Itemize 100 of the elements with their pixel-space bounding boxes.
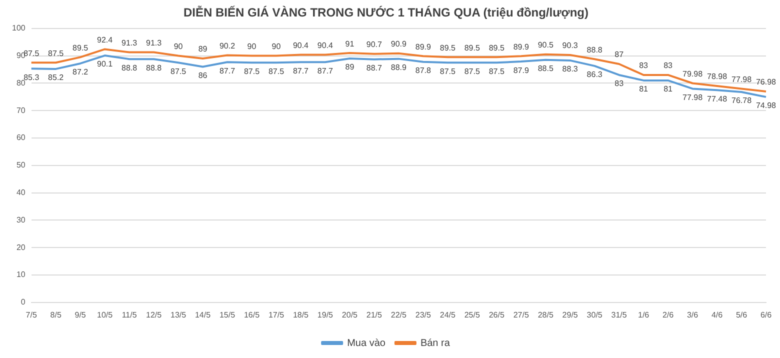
- data-label: 88.8: [586, 45, 603, 54]
- legend-label: Bán ra: [420, 338, 450, 349]
- data-label: 89: [198, 44, 208, 54]
- data-label: 87.5: [440, 66, 456, 76]
- data-label: 87.7: [292, 66, 310, 76]
- data-label: 79.98: [682, 69, 704, 78]
- x-tick-label: 30/5: [586, 310, 603, 320]
- data-label: 77.98: [682, 92, 704, 102]
- data-label: 89.5: [464, 43, 480, 52]
- legend-label: Mua vào: [347, 338, 386, 349]
- data-label: 90.2: [219, 41, 236, 50]
- data-label: 89.5: [72, 43, 89, 52]
- data-label: 87.5: [48, 48, 64, 58]
- y-tick-label: 60: [16, 133, 26, 142]
- data-label: 90.4: [292, 40, 310, 50]
- data-label: 87.8: [415, 66, 432, 76]
- x-tick-label: 2/6: [662, 310, 674, 320]
- y-tick-label: 40: [16, 188, 26, 198]
- data-label: 76.78: [731, 96, 752, 106]
- x-tick-label: 8/5: [50, 310, 62, 320]
- x-tick-label: 5/6: [736, 310, 748, 320]
- x-tick-label: 18/5: [292, 310, 310, 320]
- y-tick-label: 20: [16, 242, 26, 252]
- data-label: 87.5: [268, 66, 285, 76]
- x-tick-label: 28/5: [538, 310, 554, 320]
- y-tick-label: 0: [20, 298, 26, 307]
- x-tick-label: 27/5: [513, 310, 530, 320]
- data-label: 87.9: [513, 66, 530, 75]
- data-label: 85.3: [24, 72, 40, 82]
- data-label: 90.5: [538, 40, 554, 50]
- x-tick-label: 21/5: [366, 310, 383, 320]
- data-label: 77.48: [707, 94, 728, 104]
- data-label: 88.3: [562, 64, 578, 74]
- data-label: 88.8: [146, 63, 162, 72]
- data-label: 91.3: [146, 38, 162, 48]
- data-label: 87.5: [488, 66, 505, 76]
- y-tick-label: 100: [12, 24, 26, 33]
- x-tick-label: 4/6: [711, 310, 724, 320]
- data-label: 87.7: [219, 66, 236, 76]
- x-tick-label: 24/5: [440, 310, 456, 320]
- data-label: 87.5: [464, 66, 480, 76]
- data-label: 87.5: [244, 66, 260, 76]
- data-label: 87.2: [72, 68, 89, 77]
- x-tick-label: 29/5: [562, 310, 578, 320]
- data-label: 90.1: [97, 60, 114, 69]
- x-tick-label: 19/5: [317, 310, 334, 320]
- data-label: 92.4: [97, 35, 114, 44]
- data-label: 81: [639, 84, 649, 94]
- data-label: 88.9: [390, 63, 408, 72]
- data-label: 78.98: [707, 72, 728, 82]
- data-label: 76.98: [756, 78, 777, 87]
- x-tick-label: 12/5: [146, 310, 162, 320]
- chart-title: DIỄN BIẾN GIÁ VÀNG TRONG NƯỚC 1 THÁNG QUA (triệu đồng/lượng): [184, 6, 588, 20]
- x-tick-label: 22/5: [390, 310, 408, 320]
- data-label: 87.7: [317, 66, 334, 76]
- x-tick-label: 15/5: [219, 310, 236, 320]
- data-label: 88.7: [366, 64, 383, 73]
- y-tick-label: 10: [16, 270, 26, 280]
- data-label: 74.98: [756, 101, 777, 110]
- x-tick-label: 25/5: [464, 310, 480, 320]
- y-tick-label: 70: [16, 106, 26, 115]
- x-tick-label: 11/5: [122, 310, 138, 320]
- y-tick-label: 90: [16, 51, 26, 60]
- x-tick-label: 16/5: [244, 310, 260, 320]
- x-tick-label: 26/5: [488, 310, 505, 320]
- data-label: 87: [614, 50, 624, 60]
- data-label: 90: [272, 42, 282, 52]
- x-tick-label: 3/6: [686, 310, 699, 320]
- x-tick-label: 31/5: [611, 310, 628, 320]
- data-label: 89.5: [488, 43, 505, 52]
- x-tick-label: 1/6: [638, 310, 650, 320]
- data-label: 91: [345, 39, 355, 48]
- data-label: 89.5: [440, 43, 456, 52]
- x-tick-label: 20/5: [342, 310, 358, 320]
- data-label: 89.9: [415, 42, 432, 52]
- data-label: 88.8: [122, 63, 138, 72]
- data-label: 89: [345, 62, 355, 72]
- x-tick-label: 13/5: [170, 310, 187, 320]
- data-label: 88.5: [538, 64, 554, 74]
- data-label: 90.4: [317, 40, 334, 50]
- data-label: 86.3: [586, 70, 603, 80]
- y-tick-label: 50: [16, 160, 26, 170]
- y-tick-label: 30: [16, 215, 26, 224]
- x-tick-label: 17/5: [268, 310, 285, 320]
- y-tick-label: 80: [16, 78, 26, 88]
- data-label: 90: [247, 42, 257, 52]
- data-label: 86: [198, 70, 208, 80]
- data-label: 90.7: [366, 40, 383, 50]
- x-tick-label: 6/6: [760, 310, 772, 320]
- data-label: 90: [174, 42, 184, 52]
- data-label: 85.2: [48, 73, 64, 82]
- x-tick-label: 9/5: [74, 310, 86, 320]
- data-label: 87.5: [24, 48, 40, 58]
- data-label: 83: [639, 61, 649, 70]
- data-label: 87.5: [170, 66, 187, 76]
- data-label: 81: [664, 84, 674, 94]
- x-tick-label: 10/5: [97, 310, 114, 320]
- x-tick-label: 23/5: [415, 310, 432, 320]
- x-tick-label: 14/5: [194, 310, 212, 320]
- x-tick-label: 7/5: [26, 310, 38, 320]
